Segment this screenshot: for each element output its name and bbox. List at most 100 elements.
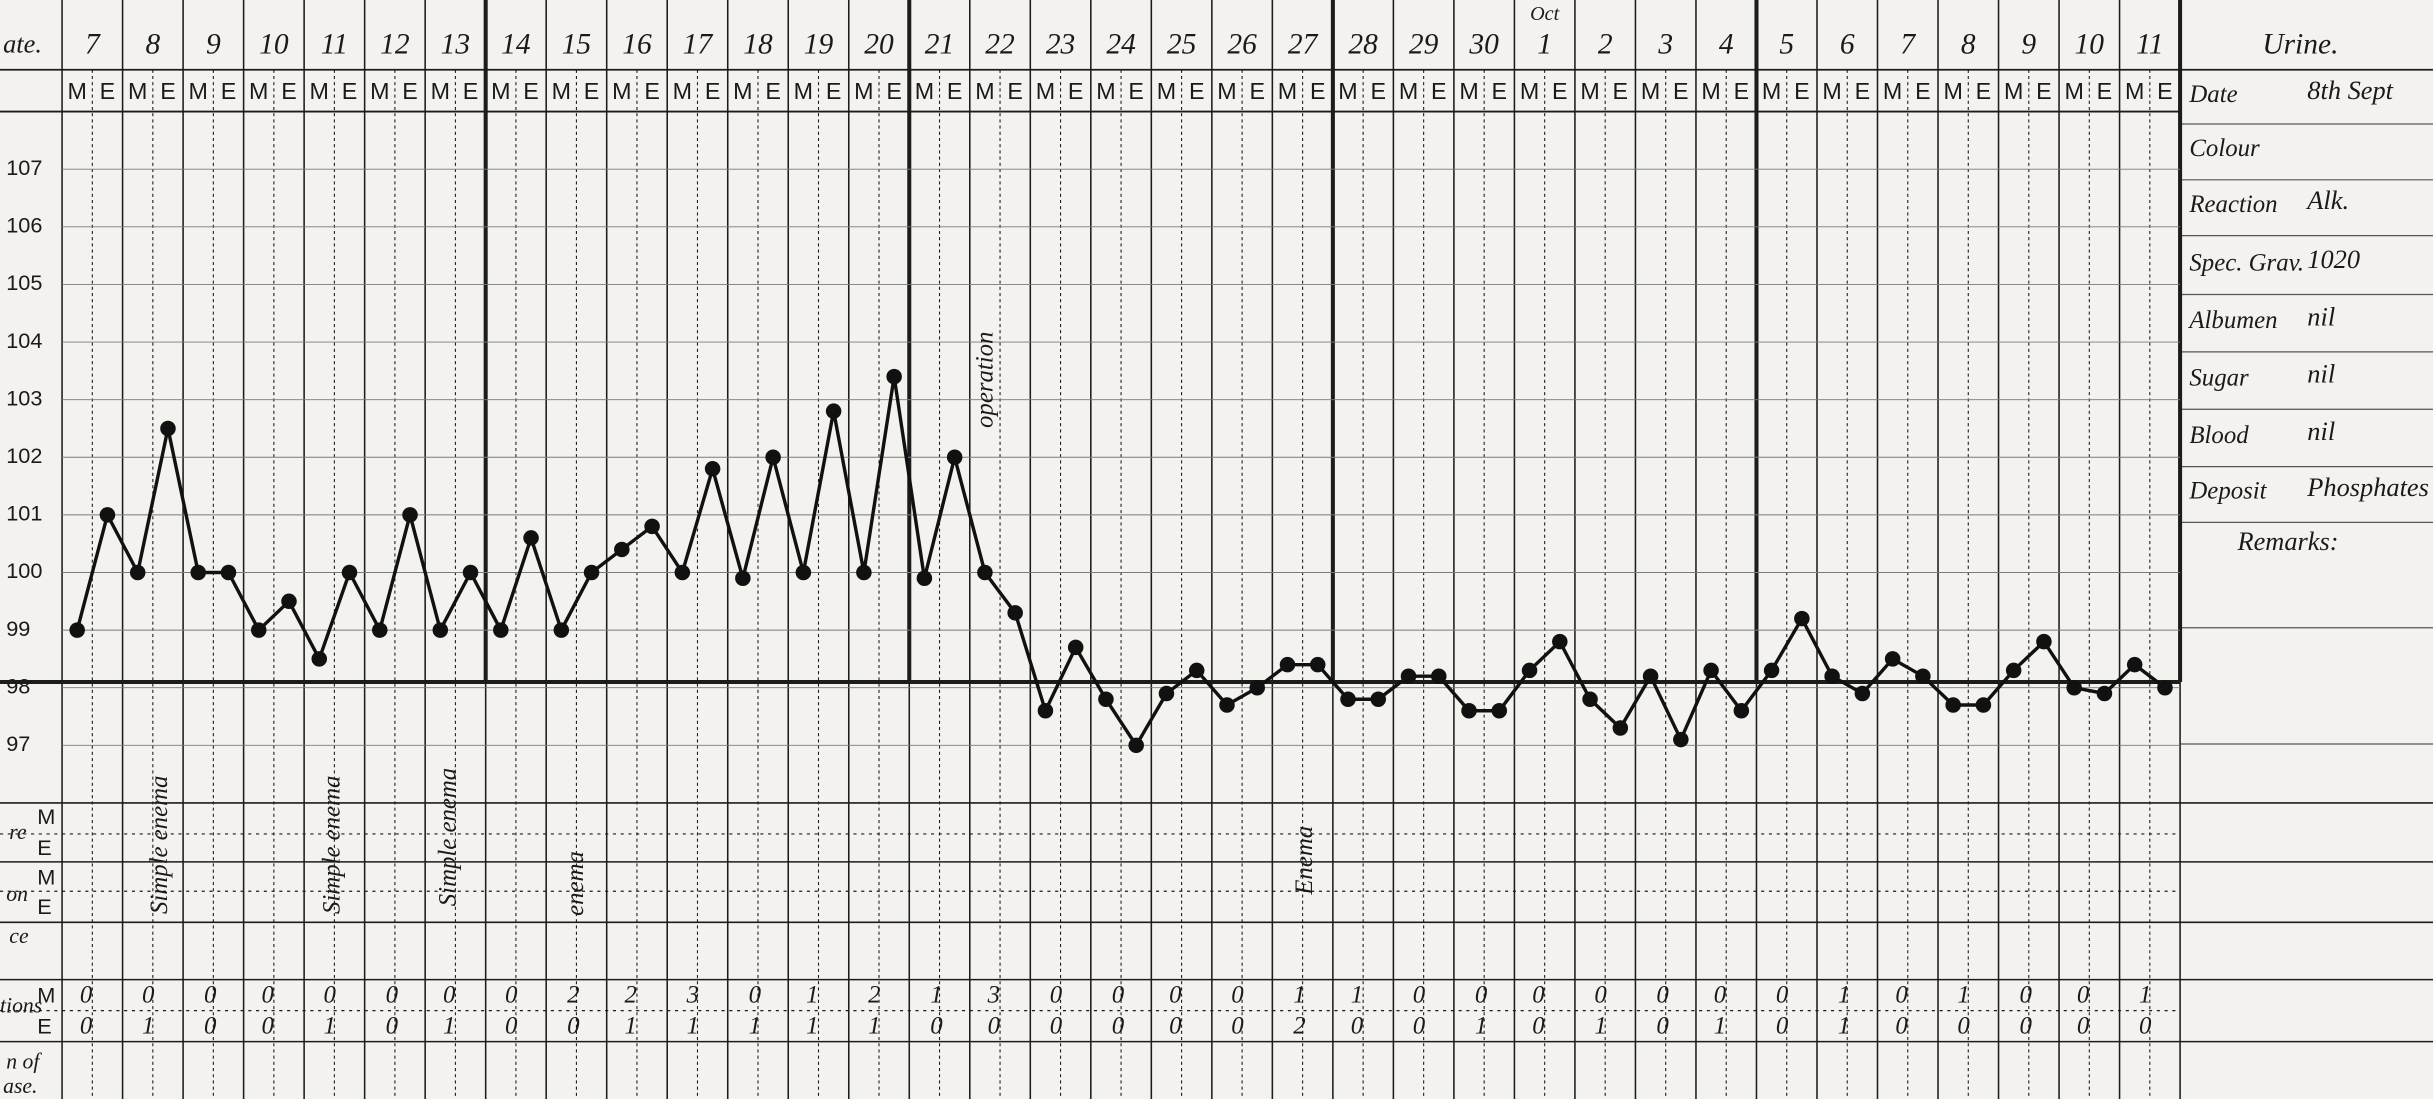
motion-count: 0 bbox=[443, 981, 456, 1008]
remarks-label: Remarks: bbox=[2236, 527, 2338, 556]
annotation: Simple enema bbox=[318, 776, 345, 914]
date-label: 26 bbox=[1227, 28, 1257, 60]
temperature-point bbox=[1945, 697, 1961, 713]
half-label: E bbox=[1915, 78, 1931, 104]
half-label: E bbox=[1370, 78, 1386, 104]
half-label: M bbox=[612, 78, 631, 104]
temperature-point bbox=[614, 541, 630, 558]
date-label: 30 bbox=[1468, 28, 1499, 60]
date-label: 1 bbox=[1537, 28, 1552, 60]
motion-count: 3 bbox=[987, 981, 1000, 1008]
date-label: 3 bbox=[1657, 28, 1673, 60]
date-label: 13 bbox=[441, 28, 470, 60]
motion-count: 1 bbox=[2139, 981, 2151, 1008]
half-label: M bbox=[1278, 78, 1297, 104]
temperature-point bbox=[2005, 662, 2022, 679]
half-label: M bbox=[2125, 78, 2144, 104]
y-tick-label: 106 bbox=[6, 213, 42, 238]
half-label: M bbox=[189, 78, 208, 104]
half-label: M bbox=[491, 78, 510, 104]
half-label: M bbox=[1520, 78, 1539, 104]
half-label: M bbox=[1762, 78, 1781, 104]
urine-value: 1020 bbox=[2307, 245, 2360, 274]
date-label: 2 bbox=[1598, 28, 1613, 60]
half-label: M bbox=[1883, 78, 1902, 104]
motion-count: 0 bbox=[1475, 981, 1488, 1008]
date-label: 22 bbox=[985, 28, 1015, 60]
motion-count: 0 bbox=[1169, 981, 1182, 1008]
date-label: 19 bbox=[804, 28, 834, 60]
half-label: M bbox=[1399, 78, 1418, 104]
temperature-point bbox=[946, 449, 963, 466]
motion-count: 2 bbox=[625, 981, 637, 1008]
half-label: E bbox=[463, 78, 479, 104]
half-label: E bbox=[1794, 78, 1810, 104]
half-label: E bbox=[947, 78, 963, 104]
temperature-point bbox=[402, 507, 418, 523]
y-tick-label: 102 bbox=[6, 443, 42, 468]
half-label: M bbox=[1943, 78, 1962, 104]
motion-count: 0 bbox=[1776, 1012, 1789, 1039]
half-label: M bbox=[975, 78, 994, 104]
y-tick-label: 107 bbox=[6, 155, 42, 180]
annotation: enema bbox=[562, 851, 589, 916]
temperature-point bbox=[1007, 605, 1023, 621]
y-tick-label: 98 bbox=[6, 673, 30, 698]
date-label: 20 bbox=[864, 28, 894, 60]
temperature-point bbox=[493, 622, 509, 638]
half-label: M bbox=[1701, 78, 1720, 104]
motion-count: 0 bbox=[386, 981, 399, 1008]
temperature-line bbox=[75, 376, 2166, 749]
date-label: 4 bbox=[1719, 28, 1734, 60]
date-label: 29 bbox=[1409, 28, 1439, 60]
motion-count: 1 bbox=[930, 981, 942, 1008]
temperature-point bbox=[1552, 633, 1568, 650]
motion-count: 1 bbox=[1293, 981, 1305, 1008]
date-label: 28 bbox=[1348, 28, 1378, 60]
half-label: E bbox=[1552, 78, 1568, 104]
motion-count: 1 bbox=[142, 1012, 154, 1039]
temperature-point bbox=[1461, 703, 1477, 719]
motion-count: 0 bbox=[1351, 1012, 1364, 1039]
motion-count: 0 bbox=[1656, 981, 1669, 1008]
motion-count: 3 bbox=[686, 981, 699, 1008]
half-label: E bbox=[281, 78, 297, 104]
temperature-point bbox=[583, 564, 600, 581]
motion-count: 0 bbox=[1656, 1012, 1669, 1039]
half-label: M bbox=[673, 78, 692, 104]
motion-count: 0 bbox=[988, 1012, 1001, 1039]
date-label: 6 bbox=[1840, 28, 1855, 60]
half-label: M bbox=[68, 78, 87, 104]
motion-count: 0 bbox=[2077, 1012, 2090, 1039]
motion-count: 1 bbox=[1838, 1012, 1850, 1039]
motion-count: 0 bbox=[80, 981, 93, 1008]
urine-label: Blood bbox=[2189, 422, 2249, 449]
temperature-point bbox=[190, 564, 206, 581]
motion-count: 2 bbox=[1293, 1012, 1305, 1039]
date-label: 14 bbox=[501, 28, 531, 60]
half-label: E bbox=[2036, 78, 2052, 104]
half-label: E bbox=[402, 78, 418, 104]
temperature-point bbox=[69, 622, 85, 638]
date-label: 23 bbox=[1046, 28, 1075, 60]
temperature-point bbox=[1703, 662, 1719, 679]
motion-count: 0 bbox=[749, 981, 762, 1008]
half-label: E bbox=[523, 78, 539, 104]
temperature-point bbox=[1763, 662, 1780, 679]
motion-count: 0 bbox=[1050, 1012, 1063, 1039]
half-label: M bbox=[915, 78, 934, 104]
temperature-point bbox=[735, 570, 751, 587]
half-label: M bbox=[1036, 78, 1055, 104]
half-label: E bbox=[1855, 78, 1871, 104]
temperature-point bbox=[1128, 737, 1144, 754]
motion-count: 1 bbox=[868, 1012, 880, 1039]
motion-count: 1 bbox=[1838, 981, 1850, 1008]
motion-count: 0 bbox=[1532, 981, 1545, 1008]
temperature-point bbox=[674, 564, 691, 581]
temperature-point bbox=[1279, 656, 1296, 673]
half-label: M bbox=[552, 78, 571, 104]
motion-count: 0 bbox=[1776, 981, 1789, 1008]
motion-count: 0 bbox=[261, 1012, 274, 1039]
motion-count: 0 bbox=[261, 981, 274, 1008]
